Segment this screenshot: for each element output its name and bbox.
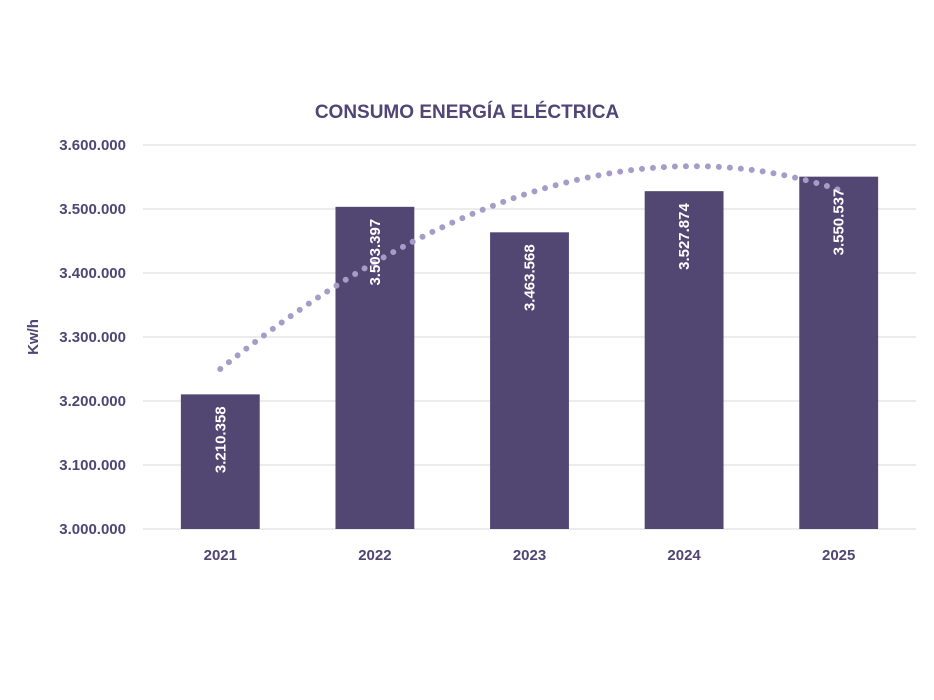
y-tick-label: 3.100.000 bbox=[59, 457, 126, 474]
bar-2021 bbox=[180, 394, 260, 529]
y-axis-ticks: 3.000.000 3.100.000 3.200.000 3.300.000 3.40… bbox=[59, 137, 126, 538]
x-axis-ticks: 2021 2022 2023 2024 2025 bbox=[204, 547, 856, 564]
x-tick-label: 2025 bbox=[822, 547, 855, 564]
x-tick-label: 2024 bbox=[667, 547, 701, 564]
y-tick-label: 3.300.000 bbox=[59, 329, 126, 346]
data-label-2025: 3.550.537 bbox=[831, 189, 848, 256]
data-label-2024: 3.527.874 bbox=[676, 203, 693, 270]
y-tick-label: 3.400.000 bbox=[59, 265, 126, 282]
data-label-2023: 3.463.568 bbox=[522, 244, 539, 311]
y-tick-label: 3.000.000 bbox=[59, 521, 126, 538]
x-tick-label: 2021 bbox=[204, 547, 237, 564]
trendline bbox=[217, 163, 842, 372]
y-tick-label: 3.500.000 bbox=[59, 201, 126, 218]
y-tick-label: 3.200.000 bbox=[59, 393, 126, 410]
data-labels: 3.210.358 3.503.397 3.463.568 3.527.874 3.55… bbox=[212, 189, 847, 473]
bars bbox=[180, 176, 879, 530]
trendline-path bbox=[217, 163, 842, 372]
y-tick-label: 3.600.000 bbox=[59, 137, 126, 154]
data-label-2021: 3.210.358 bbox=[212, 406, 229, 473]
x-tick-label: 2022 bbox=[358, 547, 391, 564]
x-tick-label: 2023 bbox=[513, 547, 546, 564]
chart-title: CONSUMO ENERGÍA ELÉCTRICA bbox=[315, 101, 620, 123]
bar-2023 bbox=[490, 232, 569, 530]
y-axis-label: Kw/h bbox=[25, 319, 42, 355]
data-label-2022: 3.503.397 bbox=[367, 219, 384, 286]
bar-2024 bbox=[644, 191, 724, 529]
bar-2025 bbox=[799, 176, 879, 530]
